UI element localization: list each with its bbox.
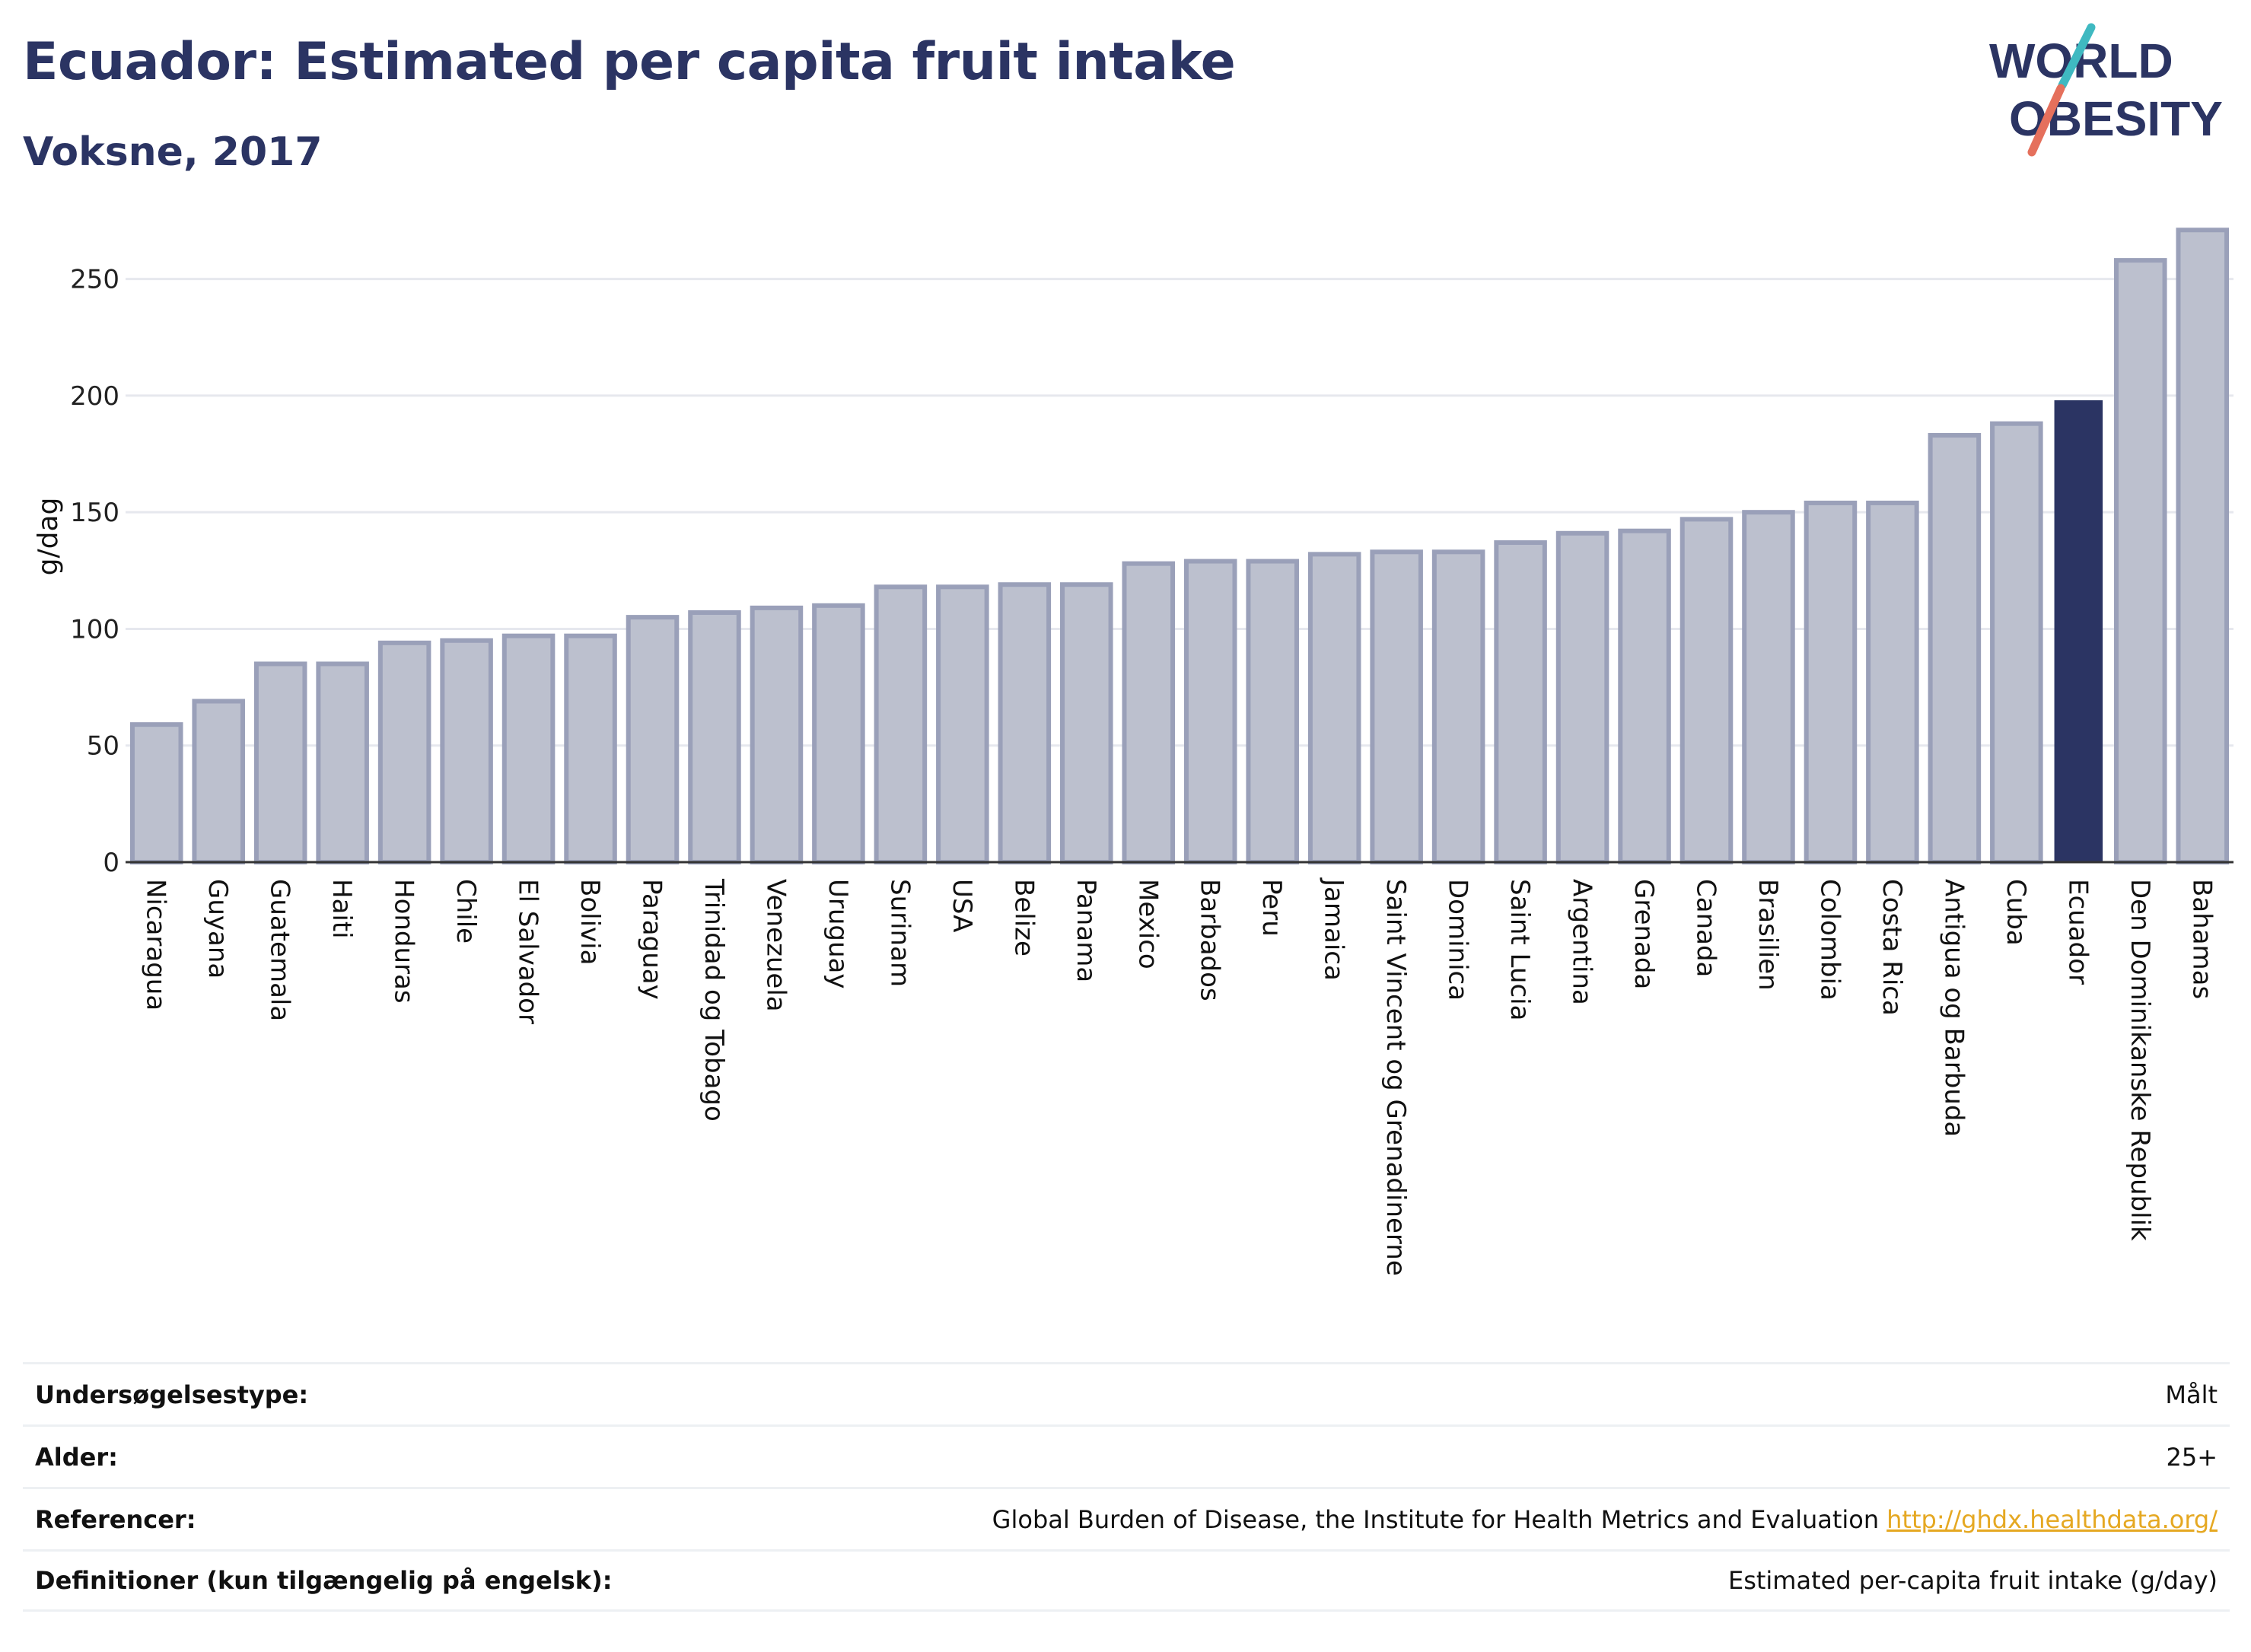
- category-labels: Nicaragua Guyana Guatemala Haiti Honduras Chi…: [141, 877, 2218, 1276]
- x-tick-label: Cuba: [2001, 879, 2031, 946]
- bar: [1246, 559, 1299, 864]
- x-tick-label: Trinidad og Tobago: [699, 878, 729, 1122]
- bar: [1679, 517, 1734, 864]
- bar: [501, 633, 556, 864]
- x-tick-label: Belize: [1008, 879, 1039, 957]
- x-tick-label: Venezuela: [760, 879, 791, 1012]
- bar: [377, 640, 431, 865]
- bar: [564, 633, 617, 864]
- x-tick-label: Dominica: [1443, 879, 1473, 1001]
- x-tick-label: Den Dominikanske Republik: [2125, 879, 2155, 1241]
- meta-row-survey-type: Undersøgelsestype: Målt: [23, 1362, 2230, 1424]
- bar: [626, 615, 680, 864]
- bar: [1866, 500, 1919, 864]
- x-tick-label: Canada: [1691, 879, 1721, 977]
- x-tick-label: Bahamas: [2186, 879, 2217, 999]
- bar: [1060, 582, 1113, 865]
- bar: [1742, 510, 1795, 864]
- bar: [1494, 540, 1547, 864]
- bar: [2176, 228, 2230, 864]
- meta-value: Målt: [2165, 1380, 2218, 1409]
- x-tick-label: Surinam: [884, 879, 915, 987]
- logo-coral-stroke: [2027, 84, 2065, 157]
- reference-link[interactable]: http://ghdx.healthdata.org/: [1886, 1504, 2218, 1534]
- bar-highlight: [2054, 400, 2103, 862]
- x-tick-label: Nicaragua: [141, 879, 171, 1011]
- meta-value: Global Burden of Disease, the Institute …: [992, 1504, 1880, 1534]
- world-obesity-logo: WORLD OBESITY: [1989, 23, 2223, 157]
- bar: [1370, 549, 1423, 864]
- bar: [253, 661, 307, 864]
- bars: [129, 228, 2230, 865]
- chart-title: Ecuador: Estimated per capita fruit inta…: [23, 32, 1236, 92]
- y-tick-label: 0: [103, 848, 119, 878]
- y-tick-label: 100: [70, 614, 119, 645]
- x-tick-label: Chile: [451, 879, 481, 944]
- y-tick-label: 200: [70, 381, 119, 412]
- meta-value: Estimated per-capita fruit intake (g/day…: [1727, 1566, 2218, 1595]
- x-tick-label: Saint Lucia: [1504, 879, 1535, 1020]
- bar: [812, 603, 865, 864]
- x-tick-label: Uruguay: [823, 879, 853, 989]
- y-tick-label: 250: [70, 265, 119, 295]
- x-tick-label: Costa Rica: [1877, 879, 1907, 1016]
- bar: [874, 584, 928, 864]
- metadata-table: Undersøgelsestype: Målt Alder: 25+ Refer…: [23, 1362, 2230, 1612]
- bar: [1307, 552, 1361, 864]
- bar: [936, 584, 989, 864]
- x-tick-label: Panama: [1071, 879, 1101, 982]
- x-tick-label: Paraguay: [637, 879, 667, 1000]
- meta-key: Undersøgelsestype:: [35, 1380, 309, 1409]
- bar: [440, 638, 493, 864]
- x-tick-label: Ecuador: [2062, 879, 2093, 985]
- logo-teal-stroke: [2058, 23, 2096, 90]
- bar: [750, 605, 804, 865]
- x-tick-label: Honduras: [389, 879, 419, 1004]
- x-tick-label: Antigua og Barbuda: [1938, 879, 1969, 1137]
- x-tick-label: Argentina: [1567, 879, 1597, 1005]
- bar: [1804, 500, 1858, 864]
- x-tick-label: USA: [947, 879, 977, 932]
- y-tick-label: 150: [70, 498, 119, 528]
- meta-row-definitions: Definitioner (kun tilgængelig på engelsk…: [23, 1549, 2230, 1612]
- meta-row-age: Alder: 25+: [23, 1424, 2230, 1487]
- meta-value-container: Global Burden of Disease, the Institute …: [992, 1505, 2218, 1534]
- meta-key: Alder:: [35, 1442, 118, 1472]
- bar: [1618, 528, 1671, 864]
- x-tick-label: Guatemala: [265, 879, 295, 1021]
- bar: [192, 699, 245, 864]
- bar: [1928, 433, 1982, 864]
- bar: [1431, 549, 1485, 864]
- bar: [1122, 561, 1176, 864]
- bar-chart: 0 50 100 150 200 250 Nicaragua Guyana Guatemala…: [33, 228, 2233, 1276]
- y-tick-label: 50: [87, 731, 119, 762]
- chart-subtitle: Voksne, 2017: [23, 129, 323, 175]
- y-axis-label: g/dag: [33, 498, 64, 576]
- x-tick-label: Colombia: [1814, 879, 1845, 1001]
- x-tick-label: Mexico: [1132, 879, 1163, 969]
- x-tick-label: Brasilien: [1753, 879, 1783, 991]
- x-tick-label: Barbados: [1195, 879, 1225, 1001]
- bar: [998, 582, 1052, 865]
- x-tick-label: Peru: [1256, 879, 1287, 937]
- x-tick-label: Saint Vincent og Grenadinerne: [1380, 879, 1411, 1276]
- meta-key: Referencer:: [35, 1504, 196, 1534]
- bar: [1990, 421, 2043, 864]
- bar: [316, 661, 369, 864]
- x-tick-label: Grenada: [1629, 879, 1659, 989]
- meta-row-references: Referencer: Global Burden of Disease, th…: [23, 1487, 2230, 1549]
- axes: 0 50 100 150 200 250: [70, 265, 2233, 878]
- bar: [2114, 258, 2167, 864]
- bar: [129, 722, 183, 864]
- x-tick-label: Guyana: [202, 879, 233, 979]
- meta-key: Definitioner (kun tilgængelig på engelsk…: [35, 1566, 613, 1595]
- x-tick-label: Haiti: [326, 879, 357, 939]
- bar: [688, 610, 741, 864]
- x-tick-label: Jamaica: [1319, 877, 1349, 981]
- x-tick-label: El Salvador: [513, 879, 543, 1024]
- bar: [1555, 530, 1609, 865]
- meta-value: 25+: [2166, 1442, 2218, 1472]
- bar: [1183, 559, 1237, 864]
- x-tick-label: Bolivia: [575, 879, 605, 965]
